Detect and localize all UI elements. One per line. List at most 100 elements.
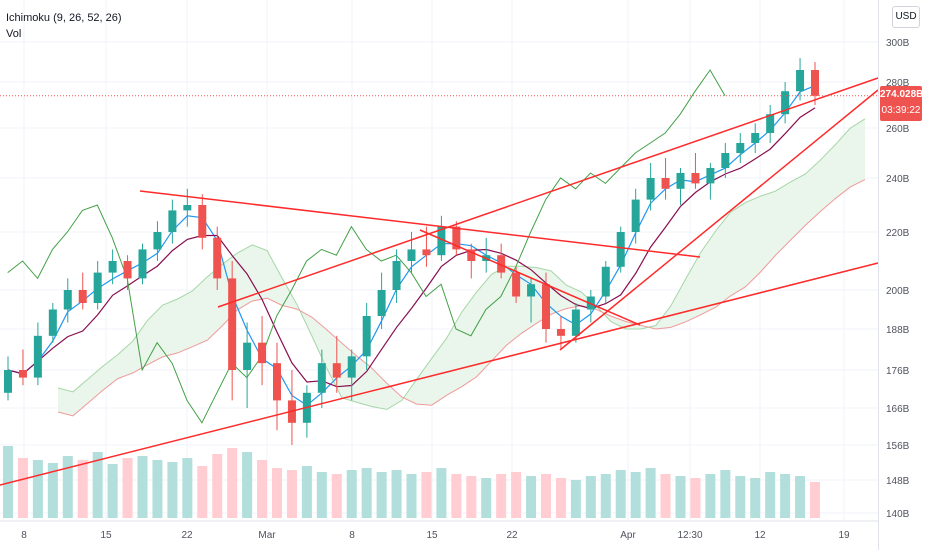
time-tick-label: 8 [21, 530, 27, 541]
candle-body [33, 335, 42, 378]
candle-body [377, 290, 386, 316]
volume-bar [152, 460, 163, 518]
volume-legend-label[interactable]: Vol [6, 28, 22, 40]
candle-body [258, 342, 267, 364]
volume-bar [526, 476, 537, 518]
candle-body [512, 272, 521, 297]
price-tag: 274.028B 03:39:22 [880, 86, 924, 121]
candle-body [691, 173, 700, 184]
price-axis-separator [878, 0, 879, 550]
trendline [559, 89, 879, 351]
volume-bar [182, 458, 193, 518]
price-tag-value: 274.028B [880, 89, 924, 100]
volume-bar [301, 466, 312, 518]
volume-bar [3, 446, 13, 518]
candle-body [721, 153, 730, 168]
candle-body [452, 226, 461, 250]
volume-bar [660, 474, 671, 518]
time-tick-label: Mar [258, 530, 276, 541]
candle-body [706, 168, 715, 184]
candle-body [676, 173, 685, 189]
volume-bar [645, 468, 656, 518]
volume-bar [436, 468, 447, 518]
candle-body [422, 249, 431, 256]
time-tick-label: 12 [754, 530, 766, 541]
volume-bar [466, 476, 477, 518]
candle-body [243, 342, 252, 370]
indicator-legend: Ichimoku (9, 26, 52, 26) Vol [6, 10, 122, 42]
candle-body [48, 309, 57, 336]
candlesticks [4, 58, 819, 445]
candle-body [153, 232, 162, 250]
volume-bar [62, 456, 73, 518]
candle-body [811, 70, 819, 96]
volume-bar [690, 478, 701, 518]
volume-bar [735, 476, 746, 518]
volume-bar [720, 470, 731, 518]
price-tick-label: 140B [886, 509, 910, 520]
candle-body [228, 278, 237, 370]
volume-bar [316, 472, 327, 518]
time-tick-label: 15 [426, 530, 438, 541]
cloud-fill [58, 118, 865, 416]
price-axis[interactable]: 300B 280B 260B 240B 220B 200B 188B 176B 166B 156B… [886, 38, 910, 520]
candle-body [467, 249, 476, 261]
volume-bar [137, 456, 148, 518]
candle-body [108, 261, 117, 273]
candle-body [18, 370, 27, 378]
candle-body [93, 272, 102, 303]
volume-bar [810, 482, 820, 518]
volume-bar [780, 474, 791, 518]
volume-bar [77, 460, 88, 518]
candle-body [123, 261, 132, 279]
trendline [139, 190, 701, 258]
volume-bar [451, 474, 462, 518]
volume-bars [3, 446, 820, 518]
candle-body [497, 255, 506, 273]
price-tick-label: 240B [886, 174, 910, 185]
volume-bar [17, 458, 28, 518]
ichimoku-legend-label[interactable]: Ichimoku (9, 26, 52, 26) [6, 12, 122, 24]
currency-button[interactable]: USD [892, 6, 920, 28]
candle-body [766, 114, 775, 133]
volume-bar [346, 470, 357, 518]
volume-bar [406, 474, 417, 518]
volume-bar [585, 476, 596, 518]
price-tick-label: 188B [886, 325, 910, 336]
time-axis[interactable]: 8 15 22 Mar 8 15 22 Apr 12:30 12 19 [0, 520, 878, 541]
volume-bar [257, 460, 268, 518]
candle-body [781, 91, 790, 115]
price-tick-label: 176B [886, 366, 910, 377]
volume-bar [227, 448, 238, 518]
volume-bar [331, 474, 342, 518]
candle-body [213, 237, 222, 279]
volume-bar [421, 472, 432, 518]
volume-bar [750, 478, 761, 518]
candle-body [796, 70, 805, 92]
trendlines[interactable] [0, 77, 879, 486]
candle-body [661, 178, 670, 189]
price-tick-label: 300B [886, 38, 910, 49]
candle-body [616, 232, 625, 267]
candle-body [168, 210, 177, 232]
time-tick-label: 8 [349, 530, 355, 541]
volume-bar [107, 464, 118, 518]
time-tick-label: 12:30 [677, 530, 702, 541]
volume-bar [541, 474, 551, 518]
candle-body [601, 266, 610, 297]
time-tick-label: Apr [620, 530, 636, 541]
price-tick-label: 220B [886, 228, 910, 239]
volume-bar [122, 458, 133, 518]
volume-bar [286, 470, 297, 518]
price-tick-label: 166B [886, 404, 910, 415]
volume-bar [615, 470, 626, 518]
span-b-line [57, 179, 866, 417]
candle-body [362, 316, 371, 357]
volume-bar [675, 476, 686, 518]
volume-bar [481, 478, 492, 518]
price-tick-label: 280B [886, 78, 910, 89]
volume-bar [272, 468, 282, 518]
volume-bar [212, 454, 223, 518]
